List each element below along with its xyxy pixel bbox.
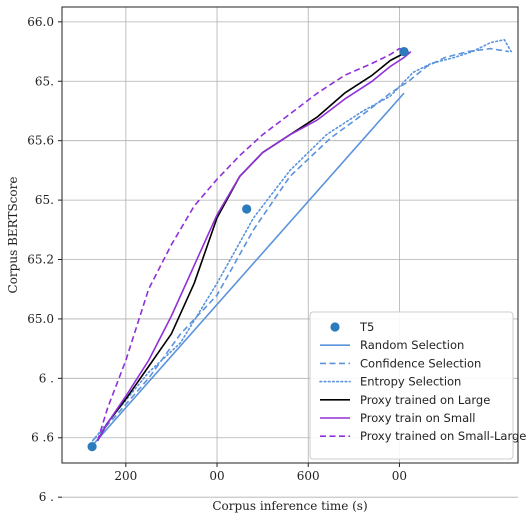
- y-tick-label: 6 .6: [31, 431, 54, 445]
- legend-label: Entropy Selection: [360, 375, 461, 389]
- y-tick-label: 66.0: [27, 15, 54, 29]
- x-axis-label: Corpus inference time (s): [212, 499, 367, 513]
- legend-label: Proxy trained on Large: [360, 393, 490, 407]
- y-tick-label: 65.: [35, 193, 54, 207]
- series-line-5: [96, 47, 407, 441]
- legend-label: Confidence Selection: [360, 356, 481, 370]
- legend-box: [309, 311, 514, 460]
- legend-marker-t5: [330, 322, 340, 332]
- legend-label: Proxy train on Small: [360, 411, 476, 425]
- series-line-2: [91, 38, 512, 442]
- x-tick-label: 00: [392, 469, 407, 483]
- series-line-4: [96, 50, 412, 442]
- t5-point: [399, 46, 409, 57]
- y-tick-label: 65.0: [27, 312, 54, 326]
- y-tick-label: 65.6: [27, 134, 54, 148]
- y-tick-label: 65.: [35, 74, 54, 88]
- legend-label: T5: [359, 320, 374, 334]
- legend-label: Proxy trained on Small-Large: [360, 429, 526, 443]
- axes-frame: [61, 6, 519, 464]
- y-tick-label: 6 .: [39, 371, 54, 385]
- t5-point: [242, 204, 252, 214]
- t5-point: [87, 442, 97, 452]
- y-tick-label: 65.2: [27, 253, 54, 267]
- x-tick-label: 600: [297, 469, 320, 483]
- y-axis-label: Corpus BERTScore: [6, 177, 20, 294]
- x-tick-label: 200: [114, 469, 137, 483]
- series-line-1: [92, 47, 510, 442]
- y-tick-label: 6 .: [39, 490, 54, 504]
- x-tick-label: 00: [209, 469, 224, 483]
- legend-label: Random Selection: [360, 338, 464, 352]
- series-line-0: [92, 92, 405, 446]
